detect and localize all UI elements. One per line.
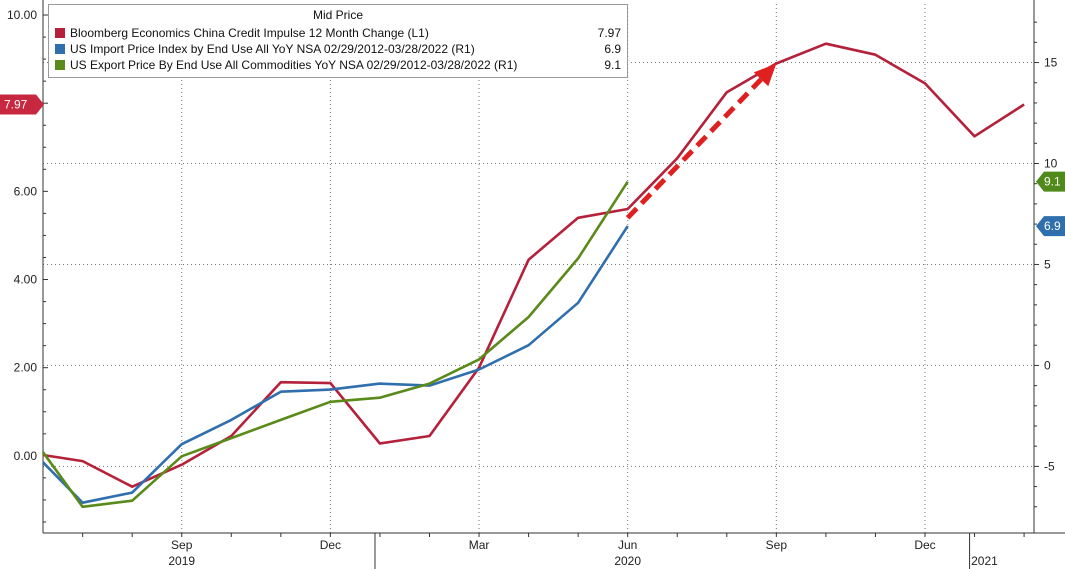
x-axis-tick-label: Dec — [914, 538, 935, 552]
legend: Mid Price Bloomberg Economics China Cred… — [48, 4, 628, 78]
legend-value: 7.97 — [597, 26, 621, 40]
tick-labels: 10.00 6.00 4.00 2.00 0.00 15 10 5 0 -5 Sep Dec Mar Ju… — [7, 8, 1058, 568]
legend-header: Mid Price — [312, 8, 363, 22]
right-axis-tick-label: 5 — [1044, 257, 1051, 271]
legend-item-china-credit: Bloomberg Economics China Credit Impulse… — [55, 25, 621, 41]
legend-value: 6.9 — [604, 42, 621, 56]
right-axis-tick-label: 10 — [1044, 157, 1058, 171]
left-axis-tick-label: 10.00 — [7, 8, 37, 22]
series-lines — [41, 42, 1025, 509]
series-line-1 — [42, 225, 629, 505]
right-value-badge — [1036, 216, 1065, 237]
x-axis-tick-label: Mar — [469, 538, 490, 552]
series-line-2 — [41, 180, 629, 509]
x-axis-tick-label: Sep — [171, 538, 193, 552]
right-value-badge-text: 6.9 — [1044, 219, 1061, 233]
left-value-badge — [0, 94, 44, 115]
legend-value: 9.1 — [604, 58, 621, 72]
x-axis-tick-label: Jun — [618, 538, 637, 552]
legend-item-us-import: US Import Price Index by End Use All YoY… — [55, 41, 621, 57]
x-axis-year-label: 2020 — [614, 554, 641, 568]
left-value-badge-text: 7.97 — [4, 98, 28, 112]
right-value-badge — [1036, 171, 1065, 192]
legend-swatch — [55, 44, 65, 54]
end-value-badges: 7.97 9.1 6.9 — [0, 94, 1065, 237]
left-axis-tick-label: 6.00 — [14, 184, 38, 198]
legend-label: US Export Price By End Use All Commoditi… — [70, 58, 518, 72]
trend-arrow — [625, 63, 777, 220]
x-axis-year-label: 2019 — [168, 554, 195, 568]
legend-swatch — [55, 28, 65, 38]
trend-arrow-shaft — [625, 77, 763, 220]
right-axis-tick-label: 15 — [1044, 56, 1058, 70]
left-axis-tick-label: 4.00 — [14, 273, 38, 287]
legend-label: US Import Price Index by End Use All YoY… — [70, 42, 475, 56]
x-axis-year-label: 2021 — [971, 554, 998, 568]
right-value-badge-text: 9.1 — [1044, 175, 1061, 189]
legend-item-us-export: US Export Price By End Use All Commoditi… — [55, 57, 621, 73]
axes — [42, 0, 1065, 569]
trend-arrow-head — [753, 63, 777, 87]
right-axis-tick-label: 0 — [1044, 358, 1051, 372]
left-axis-tick-label: 2.00 — [14, 361, 38, 375]
legend-swatch — [55, 60, 65, 70]
right-axis-tick-label: -5 — [1044, 459, 1055, 473]
series-line-0 — [42, 42, 1025, 489]
x-axis-tick-label: Sep — [766, 538, 788, 552]
left-axis-tick-label: 0.00 — [14, 449, 38, 463]
legend-label: Bloomberg Economics China Credit Impulse… — [70, 26, 429, 40]
x-axis-tick-label: Dec — [320, 538, 341, 552]
